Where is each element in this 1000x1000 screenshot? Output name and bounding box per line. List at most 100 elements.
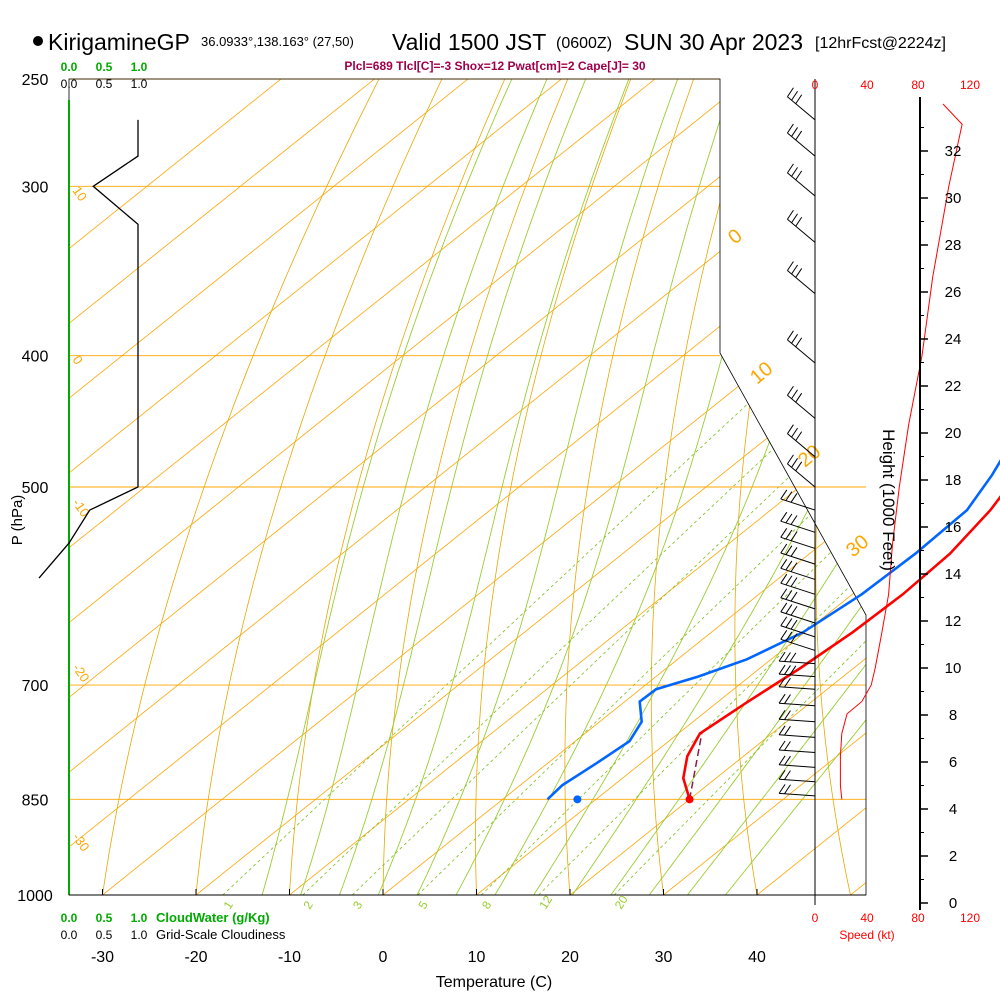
isotherm-line <box>663 79 866 895</box>
temperature-line <box>681 495 1000 800</box>
height-tick-label: 2 <box>949 848 957 865</box>
wind-barb <box>785 529 793 540</box>
wind-barb <box>787 339 816 364</box>
cloudiness-title: Grid-Scale Cloudiness <box>156 927 286 942</box>
potential-temp-label: -10 <box>70 496 93 520</box>
temperature-tick-label: 0 <box>379 949 388 966</box>
mixing-ratio-line <box>613 355 866 895</box>
wind-barb <box>778 677 786 688</box>
wind-barb <box>791 334 798 344</box>
wind-barb <box>791 427 798 438</box>
dry-adiabat-line <box>734 79 820 895</box>
speed-axis-title: Speed (kt) <box>839 928 894 942</box>
wind-barb <box>780 638 816 651</box>
utc-time: (0600Z) <box>556 35 612 52</box>
moist-adiabat-line <box>253 79 513 895</box>
mixing-ratio-line <box>352 355 866 895</box>
wind-barb <box>787 218 816 243</box>
wind-barb <box>780 520 816 533</box>
wind-barb <box>780 625 816 638</box>
height-tick-label: 6 <box>949 754 957 771</box>
wind-barb <box>785 545 793 555</box>
mixing-ratio-line <box>222 355 800 895</box>
station-name: KirigamineGP <box>48 29 190 55</box>
dry-adiabat-line <box>475 79 632 895</box>
wind-barb <box>779 734 816 738</box>
wind-barb <box>779 686 816 690</box>
height-tick-label: 4 <box>949 801 957 818</box>
wind-barb <box>785 560 793 571</box>
wind-barb <box>787 433 816 458</box>
wind-barb <box>790 515 798 525</box>
height-tick-label: 8 <box>949 707 957 724</box>
isotherm-line <box>850 79 866 895</box>
wind-barb <box>778 755 786 766</box>
cloudiness-tick-label: 0.0 <box>61 77 78 91</box>
height-tick-label: 22 <box>945 378 962 395</box>
temperature-tick-label: 40 <box>748 949 766 966</box>
height-tick-label: 24 <box>945 331 962 348</box>
wind-barb <box>780 573 788 584</box>
cloudiness-tick-label: 1.0 <box>131 77 148 91</box>
temperature-tick-label: -30 <box>91 949 114 966</box>
height-tick-label: 32 <box>945 143 962 160</box>
wind-barb <box>784 694 791 704</box>
isotherm-line <box>69 79 375 895</box>
wind-barb <box>780 559 788 569</box>
wind-barb <box>789 652 797 663</box>
height-tick-label: 16 <box>945 519 962 536</box>
moist-adiabat-line <box>702 79 866 895</box>
wind-barb <box>795 170 803 181</box>
wind-barb <box>790 633 798 643</box>
dry-adiabat-line <box>650 79 757 895</box>
dry-adiabat-line <box>815 79 866 895</box>
wind-barb <box>779 764 816 768</box>
wind-barb <box>791 213 798 224</box>
wind-barb <box>779 749 816 754</box>
wind-barb <box>784 784 791 795</box>
parcel-path <box>688 733 703 800</box>
moist-adiabat-line <box>515 79 866 895</box>
station-dot-icon <box>33 36 43 46</box>
wind-barb <box>780 498 816 511</box>
wind-barb <box>785 604 793 614</box>
cloud-water-tick-label: 0.0 <box>61 60 78 74</box>
mixing-ratio-line <box>538 355 866 895</box>
wind-barb <box>779 673 816 678</box>
wind-barb <box>787 87 794 98</box>
wind-barb <box>780 489 788 500</box>
wind-barb <box>785 590 793 600</box>
wind-barb <box>787 123 794 134</box>
wind-barb <box>778 725 786 736</box>
dry-adiabat-line <box>192 79 443 895</box>
temperature-tick-label: 10 <box>468 949 486 966</box>
wind-barb <box>795 392 803 403</box>
wind-barb <box>778 740 786 751</box>
wind-barb <box>780 611 816 624</box>
isotherm-line <box>69 79 562 895</box>
cloud-water-tick-label: 0.5 <box>96 60 113 74</box>
wind-barb <box>787 163 794 174</box>
dry-adiabat-line <box>382 79 569 895</box>
wind-barb <box>791 458 798 468</box>
cloud-water-tick-label: 1.0 <box>131 911 148 925</box>
wind-barb <box>778 709 786 720</box>
height-tick-label: 26 <box>945 284 962 301</box>
mixing-ratio-label: 2 <box>300 898 316 911</box>
wind-barb <box>779 792 816 797</box>
wind-barb <box>795 461 803 472</box>
moist-adiabat-line <box>477 79 800 895</box>
pressure-tick-label: 1000 <box>17 888 53 905</box>
potential-temp-label: 0 <box>70 353 86 368</box>
moist-adiabat-line <box>552 79 866 895</box>
wind-barb <box>780 543 788 554</box>
moist-adiabat-line <box>589 79 866 895</box>
speed-tick-label: 80 <box>911 78 925 92</box>
wind-barb <box>787 463 816 488</box>
wind-barb <box>784 652 791 662</box>
moist-adiabat-line <box>440 79 735 895</box>
wind-barb <box>790 493 798 503</box>
wind-barb <box>778 651 786 662</box>
wind-barb <box>779 718 816 723</box>
